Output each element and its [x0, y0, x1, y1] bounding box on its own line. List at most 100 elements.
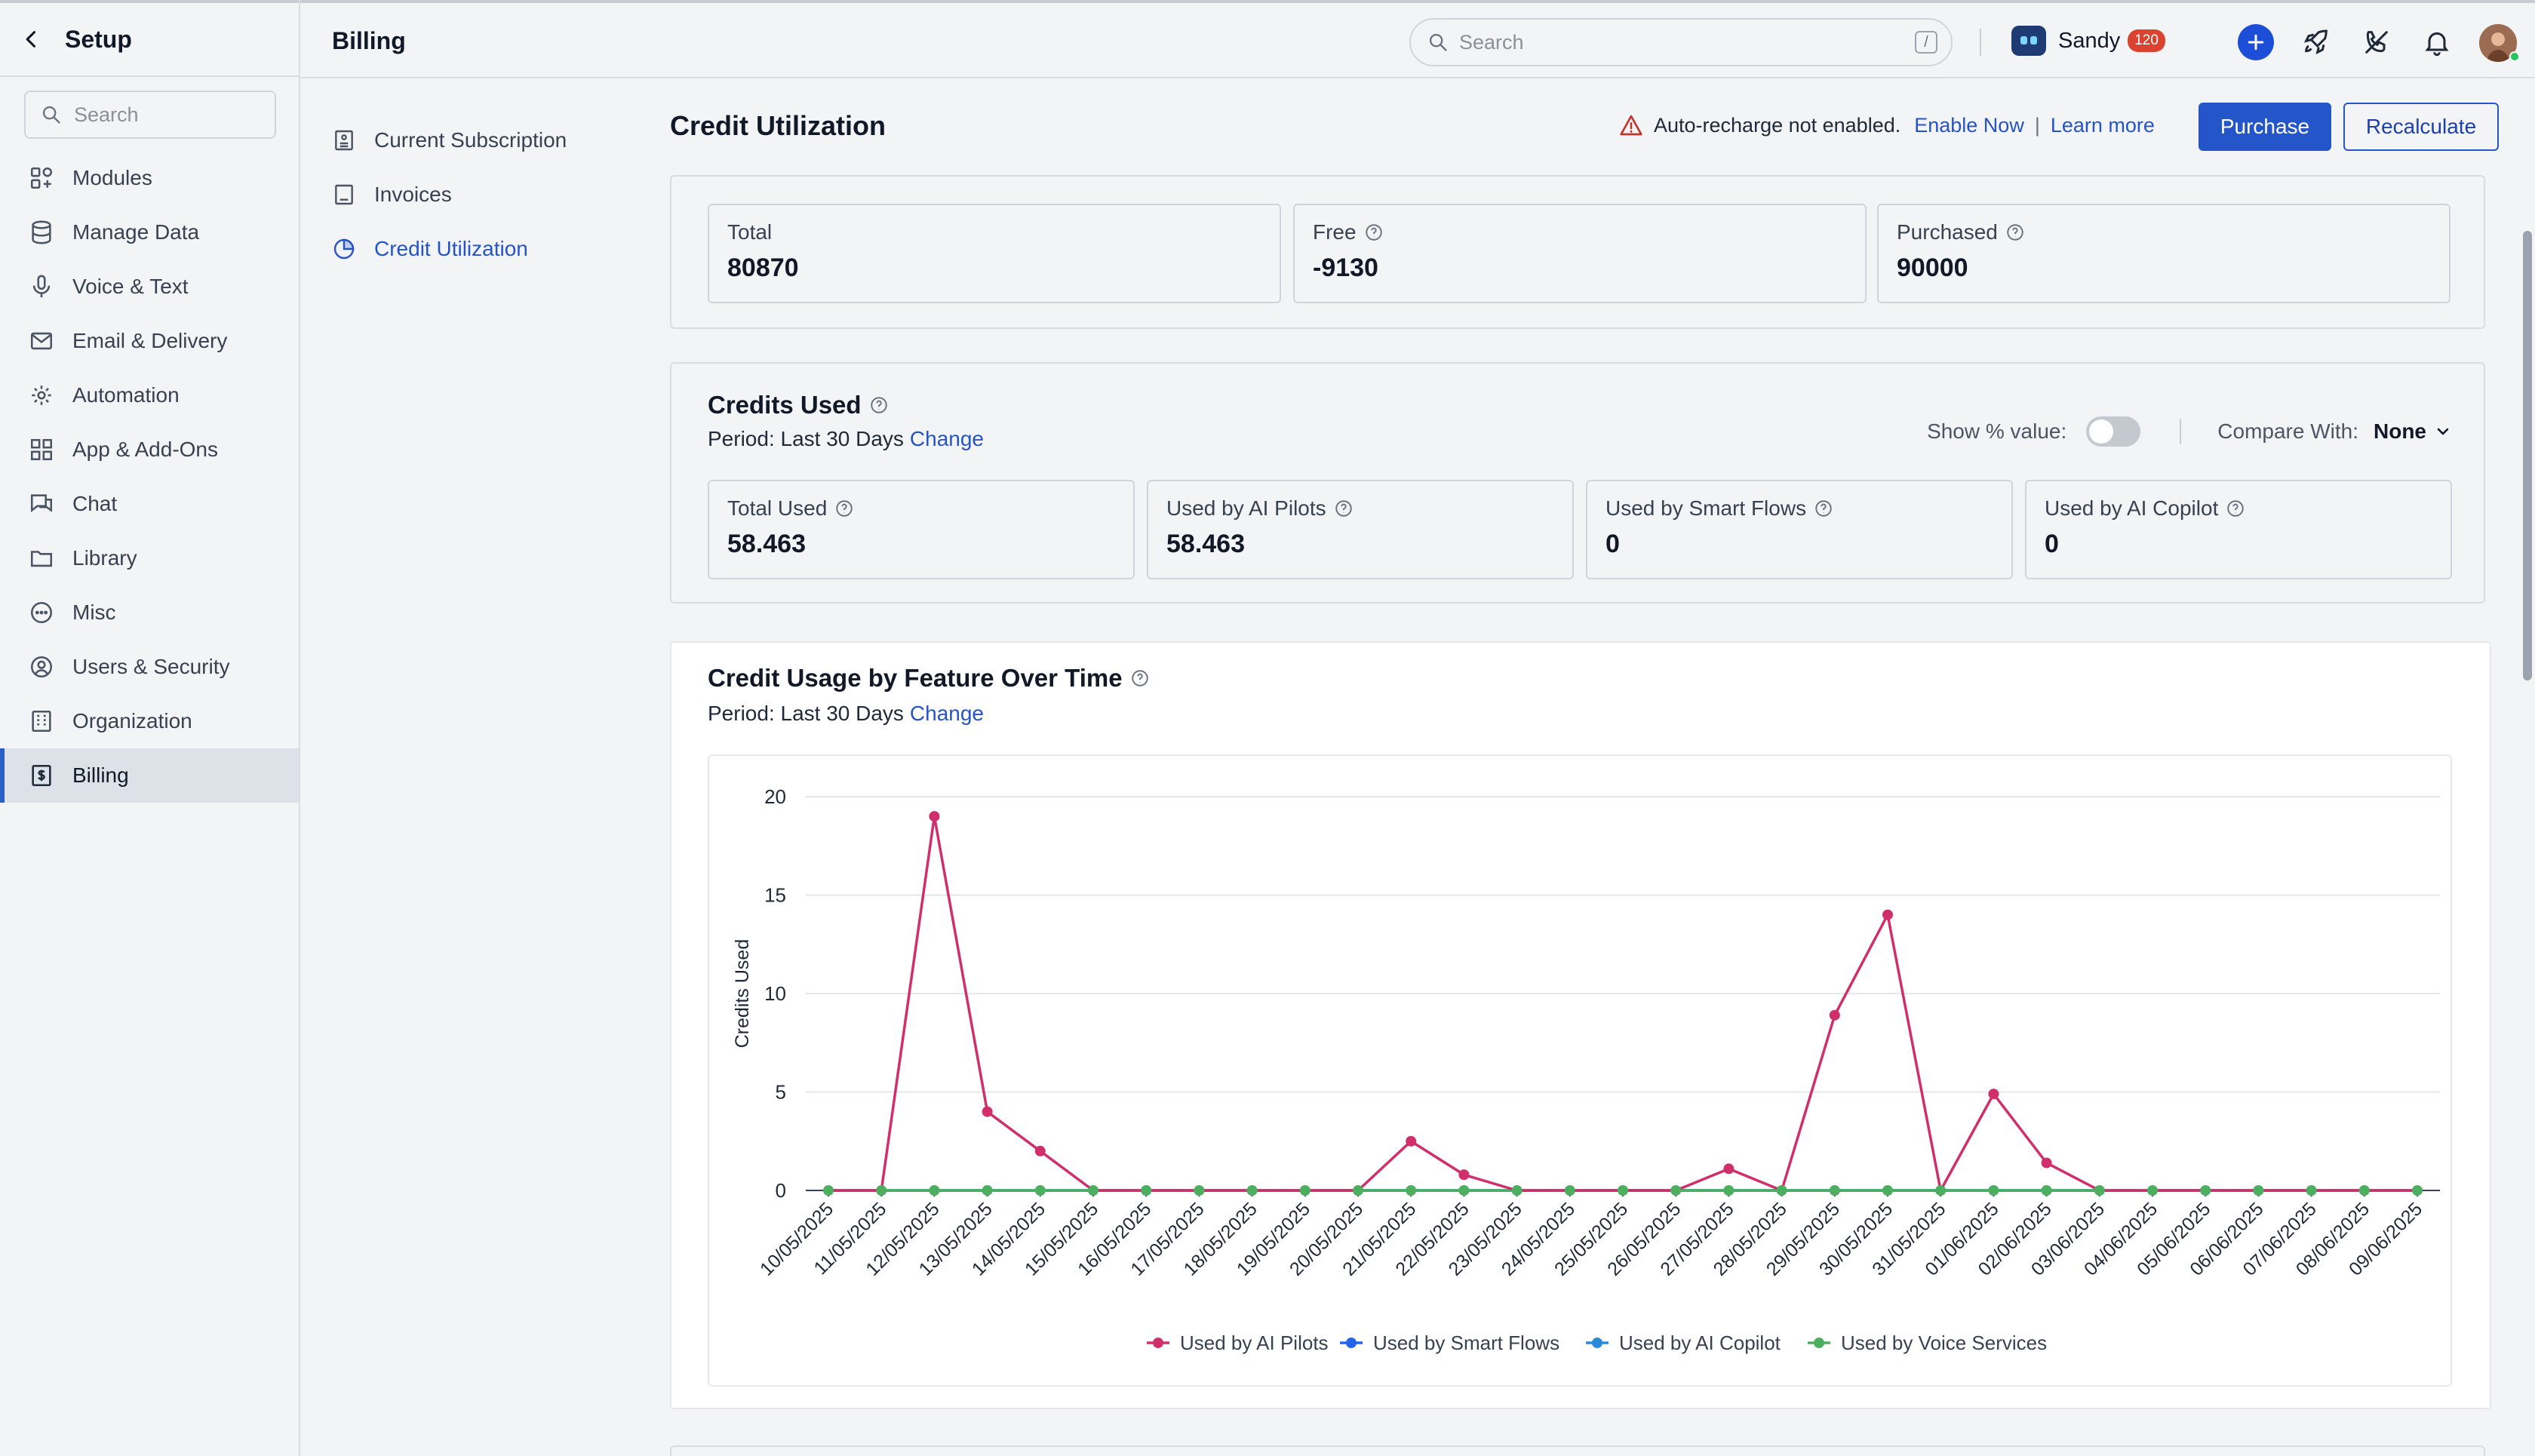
recalculate-button[interactable]: Recalculate	[2343, 103, 2499, 151]
sidebar-item-label: Misc	[72, 601, 116, 624]
billing-nav-label: Current Subscription	[374, 128, 567, 152]
page-scrollbar[interactable]	[2523, 231, 2532, 680]
help-icon[interactable]	[1364, 223, 1384, 242]
back-arrow-icon[interactable]	[21, 29, 42, 50]
user-circle-icon	[30, 656, 53, 678]
rocket-icon	[2303, 29, 2328, 55]
sidebar-item-users-security[interactable]: Users & Security	[0, 640, 299, 694]
apps-grid-icon	[30, 438, 53, 461]
alert-text: Auto-recharge not enabled.	[1654, 113, 1901, 137]
sidebar-item-chat[interactable]: Chat	[0, 477, 299, 531]
data-point	[1299, 1185, 1311, 1196]
sidebar-item-label: App & Add-Ons	[72, 438, 219, 461]
credits-used-title: Credits Used	[708, 391, 862, 419]
sidebar-item-voice-text[interactable]: Voice & Text	[0, 260, 299, 314]
sidebar-item-app-add-ons[interactable]: App & Add-Ons	[0, 422, 299, 477]
y-tick-label: 5	[776, 1081, 786, 1104]
change-period-link[interactable]: Change	[909, 427, 985, 450]
data-point	[1618, 1185, 1628, 1196]
data-point	[1935, 1185, 1947, 1196]
search-shortcut-hint: /	[1915, 31, 1937, 54]
help-icon[interactable]	[1130, 668, 1150, 688]
total-used-value: 58.463	[727, 530, 806, 558]
help-icon[interactable]	[2005, 223, 2025, 242]
data-point	[2306, 1185, 2317, 1196]
data-point	[1723, 1163, 1735, 1175]
help-icon[interactable]	[1814, 499, 1833, 518]
building-icon	[32, 710, 51, 733]
sidebar-item-billing[interactable]: Billing	[0, 748, 299, 803]
setup-search-placeholder: Search	[74, 103, 139, 126]
billing-nav-current-subscription[interactable]: Current Subscription	[332, 113, 634, 167]
balance-card: Total 80870 Free -9130 Purchased 90000	[670, 175, 2485, 329]
sidebar-item-label: Modules	[72, 166, 152, 189]
data-point	[1829, 1009, 1840, 1021]
chart-change-period-link[interactable]: Change	[909, 702, 985, 725]
data-point	[1988, 1089, 1999, 1100]
setup-search-input[interactable]: Search	[24, 91, 276, 139]
sidebar-item-modules[interactable]: Modules	[0, 151, 299, 205]
plus-icon	[2248, 34, 2264, 51]
learn-more-link[interactable]: Learn more	[2050, 113, 2155, 137]
y-tick-label: 20	[764, 785, 786, 808]
chart-period-label: Period: Last 30 Days	[708, 702, 904, 725]
ai-pilots-used-stat: Used by AI Pilots 58.463	[1147, 480, 1574, 579]
help-icon[interactable]	[1334, 499, 1354, 518]
top-divider	[1980, 29, 1981, 56]
sidebar-item-label: Manage Data	[72, 220, 200, 244]
purchased-label: Purchased	[1897, 220, 1998, 244]
search-icon	[42, 106, 60, 124]
setup-sidebar: Setup Search Modules Manage Data Voice &…	[0, 0, 300, 1456]
add-button[interactable]	[2238, 24, 2274, 60]
setup-header: Setup	[0, 0, 299, 77]
billing-nav-label: Invoices	[374, 183, 452, 206]
help-icon[interactable]	[834, 499, 854, 518]
data-point	[1564, 1185, 1575, 1196]
phone-slash-icon	[2365, 31, 2388, 54]
global-search-placeholder: Search	[1459, 30, 1524, 54]
credit-usage-chart-card: Credit Usage by Feature Over Time Period…	[670, 641, 2491, 1409]
sidebar-item-automation[interactable]: Automation	[0, 368, 299, 422]
data-point	[1670, 1185, 1682, 1196]
rocket-button[interactable]	[2298, 24, 2334, 60]
billing-nav: Current Subscription Invoices Credit Uti…	[332, 113, 634, 276]
total-label: Total	[727, 220, 773, 244]
free-value: -9130	[1313, 253, 1378, 282]
database-icon	[32, 220, 51, 244]
sidebar-item-library[interactable]: Library	[0, 531, 299, 585]
billing-nav-credit-utilization[interactable]: Credit Utilization	[332, 222, 634, 276]
smart-flows-used-stat: Used by Smart Flows 0	[1586, 480, 2013, 579]
user-menu[interactable]: Sandy 120	[2011, 26, 2165, 56]
sidebar-item-organization[interactable]: Organization	[0, 694, 299, 748]
help-icon[interactable]	[869, 395, 889, 415]
free-balance-stat: Free -9130	[1293, 204, 1867, 303]
data-point	[823, 1185, 834, 1196]
folder-icon	[30, 551, 53, 567]
global-search-input[interactable]: Search /	[1409, 18, 1953, 66]
legend-swatch-marker	[1153, 1338, 1163, 1348]
sidebar-item-misc[interactable]: Misc	[0, 585, 299, 640]
enable-now-link[interactable]: Enable Now	[1914, 113, 2024, 137]
top-bar: Billing Search / Sandy 120	[300, 0, 2535, 78]
more-circle-icon	[30, 601, 53, 624]
sidebar-item-label: Chat	[72, 492, 118, 515]
sidebar-item-email-delivery[interactable]: Email & Delivery	[0, 314, 299, 368]
chart-period: Period: Last 30 Days Change	[708, 702, 984, 726]
notifications-button[interactable]	[2419, 24, 2455, 60]
purchase-button[interactable]: Purchase	[2199, 103, 2331, 151]
billing-nav-invoices[interactable]: Invoices	[332, 167, 634, 222]
compare-with-select[interactable]: None	[2374, 419, 2452, 444]
phone-off-button[interactable]	[2358, 24, 2395, 60]
data-point	[1988, 1185, 1999, 1196]
warning-icon	[1620, 115, 1642, 136]
sidebar-item-manage-data[interactable]: Manage Data	[0, 205, 299, 260]
online-status-dot	[2509, 51, 2520, 62]
show-percent-toggle[interactable]	[2086, 416, 2141, 447]
user-name: Sandy	[2058, 28, 2121, 53]
data-point	[2358, 1185, 2370, 1196]
help-icon[interactable]	[2226, 499, 2245, 518]
data-point	[929, 1185, 940, 1196]
credit-utilization-icon	[333, 238, 355, 260]
setup-title: Setup	[65, 25, 132, 53]
